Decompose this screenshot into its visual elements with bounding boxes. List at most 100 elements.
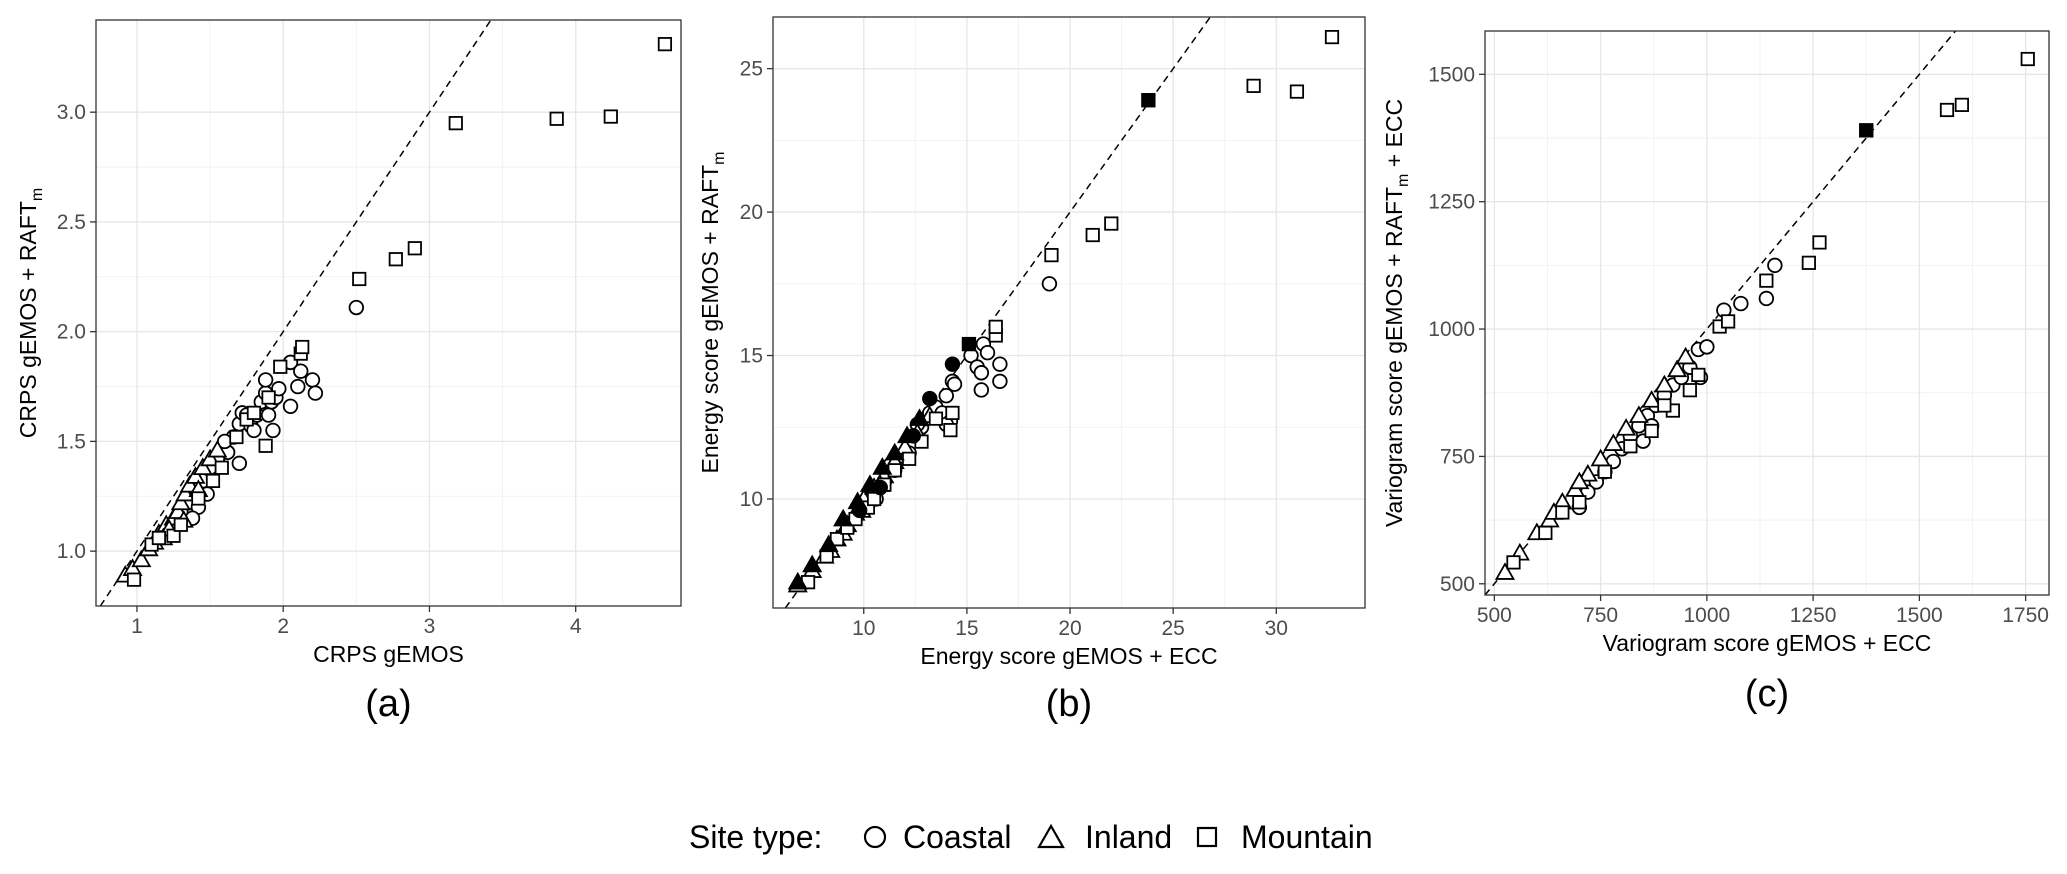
x-tick-label: 500 <box>1477 604 1512 627</box>
point-coastal <box>290 378 306 395</box>
x-tick-label: 20 <box>1058 617 1081 640</box>
y-tick-label: 15 <box>740 345 763 368</box>
x-tick-label: 30 <box>1265 617 1288 640</box>
point-mountain <box>166 528 181 543</box>
point-mountain <box>295 339 310 355</box>
point-inland <box>1628 405 1649 423</box>
point-inland <box>1675 346 1696 365</box>
point-mountain <box>1572 495 1587 510</box>
point-inland-filled <box>833 508 854 527</box>
point-mountain <box>388 252 403 267</box>
point-mountain <box>943 423 958 438</box>
x-tick-label: 1 <box>131 615 143 638</box>
point-inland-filled <box>884 442 905 461</box>
legend-inland-marker <box>1037 823 1065 849</box>
y-tick-label: 1.5 <box>57 430 86 453</box>
point-coastal-filled <box>944 356 961 372</box>
point-mountain <box>1812 235 1827 250</box>
panel-border <box>772 16 1366 609</box>
point-coastal <box>946 376 963 392</box>
y-tick-label: 1250 <box>1428 191 1475 214</box>
point-inland-filled <box>787 571 808 590</box>
point-mountain <box>352 271 367 287</box>
point-mountain <box>173 517 188 532</box>
point-mountain <box>945 405 960 421</box>
point-coastal <box>938 387 954 404</box>
point-inland-filled <box>818 534 839 553</box>
x-tick-label: 2 <box>277 615 289 638</box>
points <box>1494 51 2035 580</box>
legend-item-coastal: Coastal <box>903 819 1012 855</box>
legend-title: Site type: <box>689 819 822 855</box>
point-mountain <box>603 109 618 124</box>
point-mountain <box>1691 367 1706 383</box>
panel-b: 10 15 20 25 30 10 15 20 25 Energy score gEMOS + E… <box>697 16 1366 725</box>
point-coastal <box>293 363 309 379</box>
points <box>115 37 673 587</box>
point-inland <box>1641 390 1662 408</box>
points <box>787 29 1340 593</box>
legend-coastal-marker <box>863 825 887 849</box>
x-axis-title: CRPS gEMOS <box>313 641 464 667</box>
point-inland <box>1616 418 1637 436</box>
x-tick-label: 1500 <box>1896 604 1943 627</box>
point-coastal <box>304 372 321 388</box>
point-mountain <box>1954 97 1969 112</box>
point-mountain <box>1104 216 1119 231</box>
y-axis-title: Variogram score gEMOS + RAFTm + ECC <box>1381 99 1412 527</box>
point-coastal <box>257 372 274 388</box>
panel-a: 1 2 3 4 1.0 1.5 2.0 2.5 3.0 CRPS gEMOS CRPS gEMOS … <box>15 19 682 725</box>
point-mountain <box>1506 555 1521 570</box>
point-inland <box>207 439 228 458</box>
point-inland <box>170 492 191 511</box>
minor-grid <box>1485 31 2049 595</box>
point-inland <box>1667 359 1688 378</box>
point-coastal <box>246 422 262 439</box>
y-tick-label: 2.0 <box>57 321 86 344</box>
point-mountain <box>866 491 882 507</box>
point-mountain <box>1597 464 1612 479</box>
x-tick-label: 3 <box>424 615 436 638</box>
point-coastal <box>348 299 365 316</box>
x-axis-title: Variogram score gEMOS + ECC <box>1603 630 1932 656</box>
point-mountain <box>902 451 917 466</box>
point-coastal <box>1767 257 1783 274</box>
point-mountain-filled <box>1141 93 1156 108</box>
point-mountain <box>448 116 463 131</box>
point-mountain <box>1644 423 1659 439</box>
point-mountain <box>1538 525 1553 540</box>
point-mountain <box>261 390 276 405</box>
x-tick-label: 1250 <box>1790 604 1837 627</box>
point-coastal-filled <box>922 390 938 407</box>
point-mountain <box>928 411 944 426</box>
point-inland <box>200 448 221 467</box>
point-coastal <box>307 385 324 401</box>
y-tick-label: 750 <box>1440 445 1475 468</box>
x-tick-label: 15 <box>955 617 978 640</box>
point-inland <box>1577 463 1598 482</box>
major-grid <box>1485 31 2049 595</box>
x-tick-label: 10 <box>852 617 875 640</box>
x-tick-label: 1750 <box>2002 604 2049 627</box>
y-tick-label: 20 <box>740 201 763 224</box>
point-inland <box>1603 433 1624 451</box>
point-mountain <box>1085 227 1100 243</box>
major-grid <box>773 17 1365 608</box>
point-coastal <box>992 356 1008 372</box>
point-mountain <box>1759 273 1774 288</box>
panel-label-b: (b) <box>1046 683 1092 725</box>
point-inland <box>192 457 213 476</box>
plot-area <box>1485 31 2049 595</box>
minor-grid <box>773 17 1365 608</box>
legend-item-inland: Inland <box>1085 819 1172 855</box>
panel-border <box>1484 30 2050 596</box>
point-coastal <box>973 382 990 398</box>
point-mountain <box>151 530 166 546</box>
point-mountain <box>1721 314 1736 329</box>
point-coastal <box>979 344 996 361</box>
y-tick-label: 1.0 <box>57 540 86 563</box>
legend-mountain-marker <box>1196 826 1218 848</box>
point-mountain <box>988 319 1003 334</box>
y-axis-title: CRPS gEMOS + RAFTm <box>15 188 46 438</box>
x-tick-label: 25 <box>1161 617 1184 640</box>
